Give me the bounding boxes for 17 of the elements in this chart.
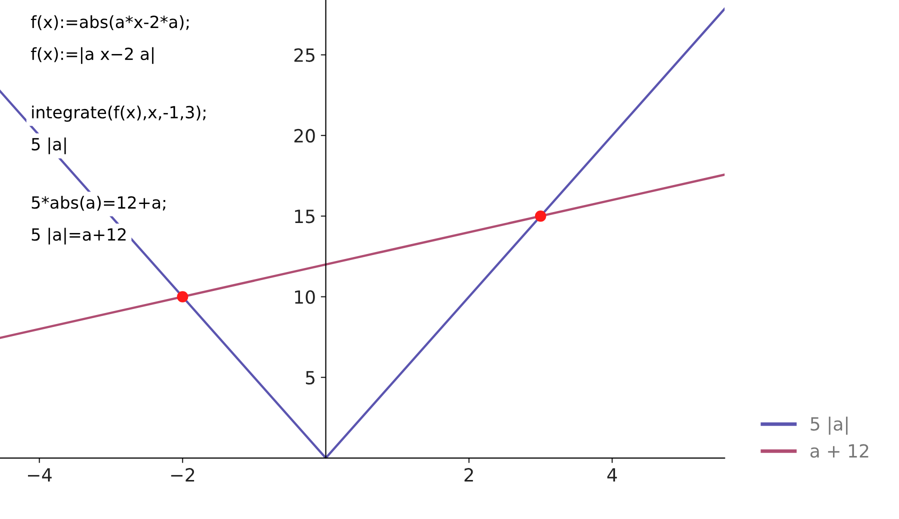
x-tick-label: 4 xyxy=(607,468,617,482)
annotation: integrate(f(x),x,-1,3); xyxy=(32,106,206,122)
y-tick-label: 25 xyxy=(294,48,314,62)
x-tick-label: 2 xyxy=(464,468,473,482)
x-tick-label: −4 xyxy=(28,468,52,482)
x-tick-label: −2 xyxy=(171,468,194,482)
y-tick-label: 15 xyxy=(295,210,314,224)
annotation: f(x):=|a x−2 a| xyxy=(30,47,154,64)
y-tick-label: 20 xyxy=(294,128,315,143)
y-tick-label: 5 xyxy=(306,371,314,384)
annotation: f(x):=abs(a*x-2*a); xyxy=(30,15,189,30)
y-tick-label: 10 xyxy=(295,290,315,304)
annotation: 5*abs(a)=12+a; xyxy=(32,196,166,211)
annotation: 5 |a| xyxy=(32,138,66,154)
legend-label: a + 12 xyxy=(810,444,868,458)
annotation: 5 |a|=a+12 xyxy=(32,228,126,244)
legend-label: 5 |a| xyxy=(810,416,848,435)
